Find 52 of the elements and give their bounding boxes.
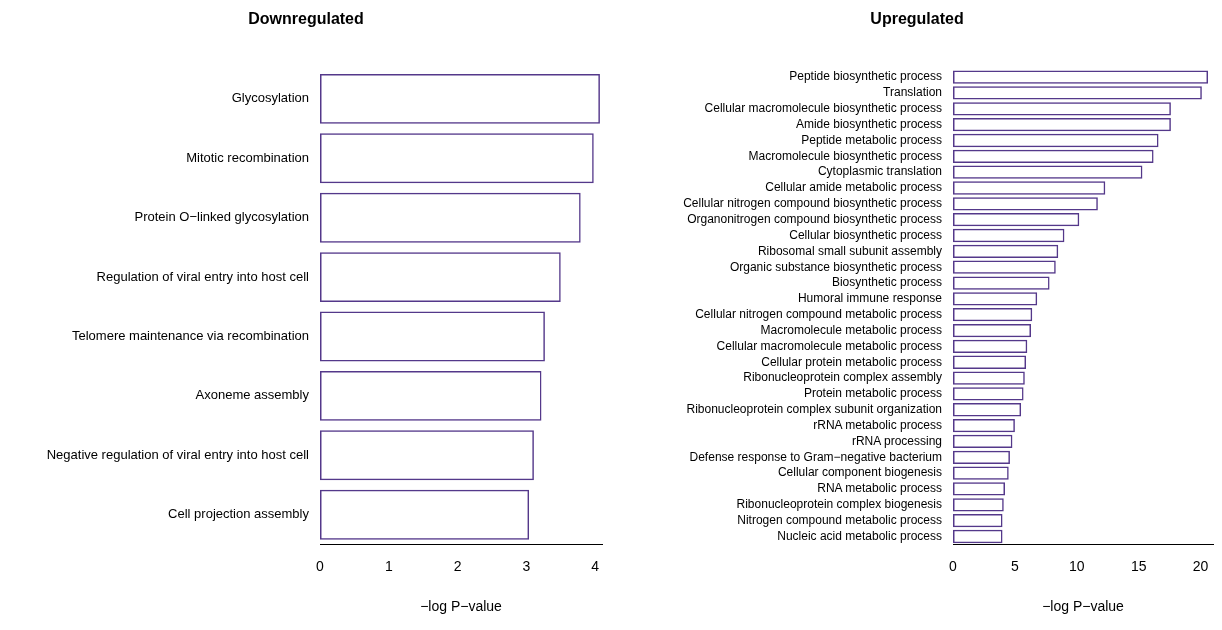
y-tick-label: Cellular protein metabolic process (761, 354, 942, 369)
y-tick-label: Organonitrogen compound biosynthetic process (687, 211, 942, 226)
y-tick-label: Telomere maintenance via recombination (71, 328, 309, 344)
y-tick-label: Ribonucleoprotein complex biogenesis (736, 497, 942, 512)
y-tick-label: Cellular nitrogen compound biosynthetic process (683, 196, 942, 211)
y-tick-label: Ribonucleoprotein complex subunit organization (686, 402, 942, 417)
y-tick-label: Cellular amide metabolic process (765, 180, 942, 195)
x-tick-label: 10 (1069, 557, 1085, 574)
x-axis-title: −log P−value (1042, 598, 1125, 615)
y-tick-label: Axoneme assembly (195, 387, 310, 403)
y-tick-label: Macromolecule metabolic process (760, 322, 942, 337)
y-tick-label: Negative regulation of viral entry into host cell (46, 446, 310, 462)
y-tick-label: rRNA metabolic process (813, 417, 942, 432)
y-tick-label: rRNA processing (851, 433, 942, 448)
y-tick-label: RNA metabolic process (817, 481, 942, 496)
chart-title: Upregulated (870, 10, 964, 28)
chart-title: Downregulated (248, 10, 364, 28)
y-tick-label: Nucleic acid metabolic process (777, 528, 942, 543)
y-tick-label: Cytoplasmic translation (817, 164, 942, 179)
y-tick-label: Mitotic recombination (186, 149, 309, 165)
y-tick-label: Regulation of viral entry into host cell (96, 268, 310, 284)
y-tick-label: Cellular biosynthetic process (789, 227, 942, 242)
y-tick-label: Macromolecule biosynthetic process (748, 148, 942, 163)
y-tick-label: Translation (883, 85, 942, 100)
y-tick-label: Ribosomal small subunit assembly (757, 243, 942, 258)
y-tick-label: Cellular component biogenesis (777, 465, 942, 480)
y-tick-label: Glycosylation (231, 90, 309, 106)
y-tick-label: Cellular macromolecule metabolic process (716, 338, 942, 353)
y-tick-label: Cellular nitrogen compound metabolic process (695, 307, 942, 322)
y-tick-label: Cell projection assembly (168, 506, 310, 522)
x-axis-title: −log P−value (420, 598, 503, 615)
y-tick-label: Amide biosynthetic process (795, 116, 942, 131)
x-tick-label: 0 (949, 557, 958, 574)
y-tick-label: Ribonucleoprotein complex assembly (743, 370, 942, 385)
y-tick-label: Biosynthetic process (831, 275, 942, 290)
y-tick-label: Defense response to Gram−negative bacterium (689, 449, 942, 464)
x-tick-label: 1 (384, 557, 393, 574)
x-tick-label: 5 (1011, 557, 1020, 574)
y-tick-label: Peptide biosynthetic process (789, 69, 942, 84)
x-tick-label: 15 (1130, 557, 1147, 574)
y-tick-label: Nitrogen compound metabolic process (737, 512, 942, 527)
x-tick-label: 4 (591, 557, 600, 574)
y-tick-label: Protein O−linked glycosylation (134, 209, 309, 225)
y-tick-label: Organic substance biosynthetic process (729, 259, 942, 274)
y-tick-label: Peptide metabolic process (801, 132, 942, 147)
x-tick-label: 2 (453, 557, 462, 574)
y-tick-label: Protein metabolic process (803, 386, 942, 401)
y-tick-label: Humoral immune response (797, 291, 943, 306)
x-tick-label: 20 (1192, 557, 1209, 574)
y-tick-label: Cellular macromolecule biosynthetic process (704, 101, 942, 116)
x-tick-label: 0 (316, 557, 325, 574)
x-tick-label: 3 (522, 557, 531, 574)
